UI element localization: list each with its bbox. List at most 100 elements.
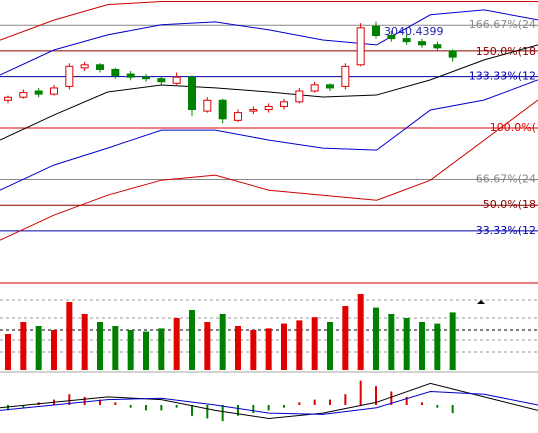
macd-bar <box>252 405 255 414</box>
macd-bar <box>22 405 25 408</box>
candle-body <box>356 27 365 66</box>
indicator-line <box>0 44 538 141</box>
candle-body <box>172 76 181 84</box>
candle-body <box>326 84 334 89</box>
volume-bar <box>204 322 211 370</box>
macd-bar <box>375 386 377 405</box>
macd-bar <box>451 405 454 414</box>
candle-body <box>96 64 104 70</box>
volume-bar <box>327 322 333 370</box>
volume-bar <box>342 306 349 370</box>
macd-bar <box>329 399 331 405</box>
candle-body <box>126 73 135 78</box>
indicator-line <box>0 79 538 191</box>
candle-body <box>448 50 457 58</box>
macd-bar <box>267 405 270 411</box>
macd-bar <box>99 399 101 405</box>
macd-bar <box>129 405 132 408</box>
candle-body <box>188 76 196 111</box>
volume-bar <box>112 326 119 370</box>
candle-body <box>4 96 12 101</box>
level-label: 133.33%(12 <box>469 70 536 83</box>
candle-body <box>264 105 273 111</box>
macd-bar <box>237 405 239 416</box>
macd-line <box>0 382 538 420</box>
volume-bar <box>173 318 180 370</box>
level-label: 33.33%(12 <box>476 224 536 237</box>
candle-body <box>157 78 166 83</box>
candle-body <box>34 90 43 95</box>
volume-bar <box>35 326 42 370</box>
volume-bar <box>81 314 88 370</box>
volume-bar <box>434 323 441 370</box>
volume-bar <box>311 317 318 370</box>
volume-bar <box>127 330 134 370</box>
candle-body <box>418 41 426 46</box>
level-label: 66.67%(24 <box>476 172 536 185</box>
volume-bar <box>143 331 149 370</box>
volume-bar <box>281 323 287 370</box>
volume-bar <box>5 334 11 370</box>
volume-bar <box>66 302 73 370</box>
macd-bar <box>283 405 285 408</box>
volume-bar <box>97 322 103 370</box>
candle-body <box>387 34 396 40</box>
volume-bar <box>403 318 410 370</box>
level-label: 166.67%(24 <box>469 18 536 31</box>
macd-bar <box>405 396 408 405</box>
volume-bar <box>373 307 379 370</box>
candle-body <box>111 68 120 77</box>
macd-bar <box>83 396 86 405</box>
macd-bar <box>206 405 209 419</box>
candle-body <box>50 87 58 95</box>
candle-body <box>310 84 319 92</box>
indicator-line <box>0 9 538 76</box>
macd-bar <box>145 405 147 411</box>
macd-bar <box>191 405 193 416</box>
volume-bar <box>250 330 257 370</box>
macd-bar <box>175 405 178 408</box>
candle-body <box>249 109 258 112</box>
candle-body <box>80 64 89 69</box>
volume-bar <box>419 322 425 370</box>
volume-bar <box>51 330 57 370</box>
macd-bar <box>68 394 71 405</box>
candle-body <box>203 99 212 112</box>
volume-bar <box>388 314 395 370</box>
volume-bar <box>265 328 272 370</box>
candle-body <box>372 25 380 36</box>
candle-body <box>65 65 74 87</box>
price-annotation: 3040.4399 <box>384 25 444 38</box>
volume-bar <box>296 320 303 370</box>
candle-body <box>402 38 411 43</box>
macd-line <box>0 390 538 415</box>
candle-body <box>142 76 150 80</box>
volume-bar <box>20 322 27 370</box>
volume-bar <box>357 294 364 370</box>
volume-bar <box>158 328 165 370</box>
candle-body <box>295 90 304 103</box>
macd-bar <box>344 394 347 405</box>
macd-bar <box>7 405 9 411</box>
macd-bar <box>313 399 316 405</box>
indicator-line <box>0 99 538 241</box>
macd-bar <box>390 391 393 405</box>
macd-bar <box>114 402 117 405</box>
candle-body <box>218 99 227 120</box>
macd-bar <box>298 402 301 405</box>
macd-bar <box>359 380 362 405</box>
volume-bar <box>189 310 195 370</box>
indicator-line <box>0 0 538 41</box>
macd-bar <box>421 402 423 405</box>
candle-body <box>433 44 442 49</box>
candle-body <box>280 101 288 107</box>
candle-body <box>234 112 242 121</box>
level-label: 50.0%(18 <box>483 198 536 211</box>
volume-bar <box>449 312 456 370</box>
macd-bar <box>221 405 224 422</box>
macd-bar <box>436 405 439 408</box>
candle-body <box>341 65 350 87</box>
marker <box>477 300 485 304</box>
macd-bar <box>160 405 163 411</box>
